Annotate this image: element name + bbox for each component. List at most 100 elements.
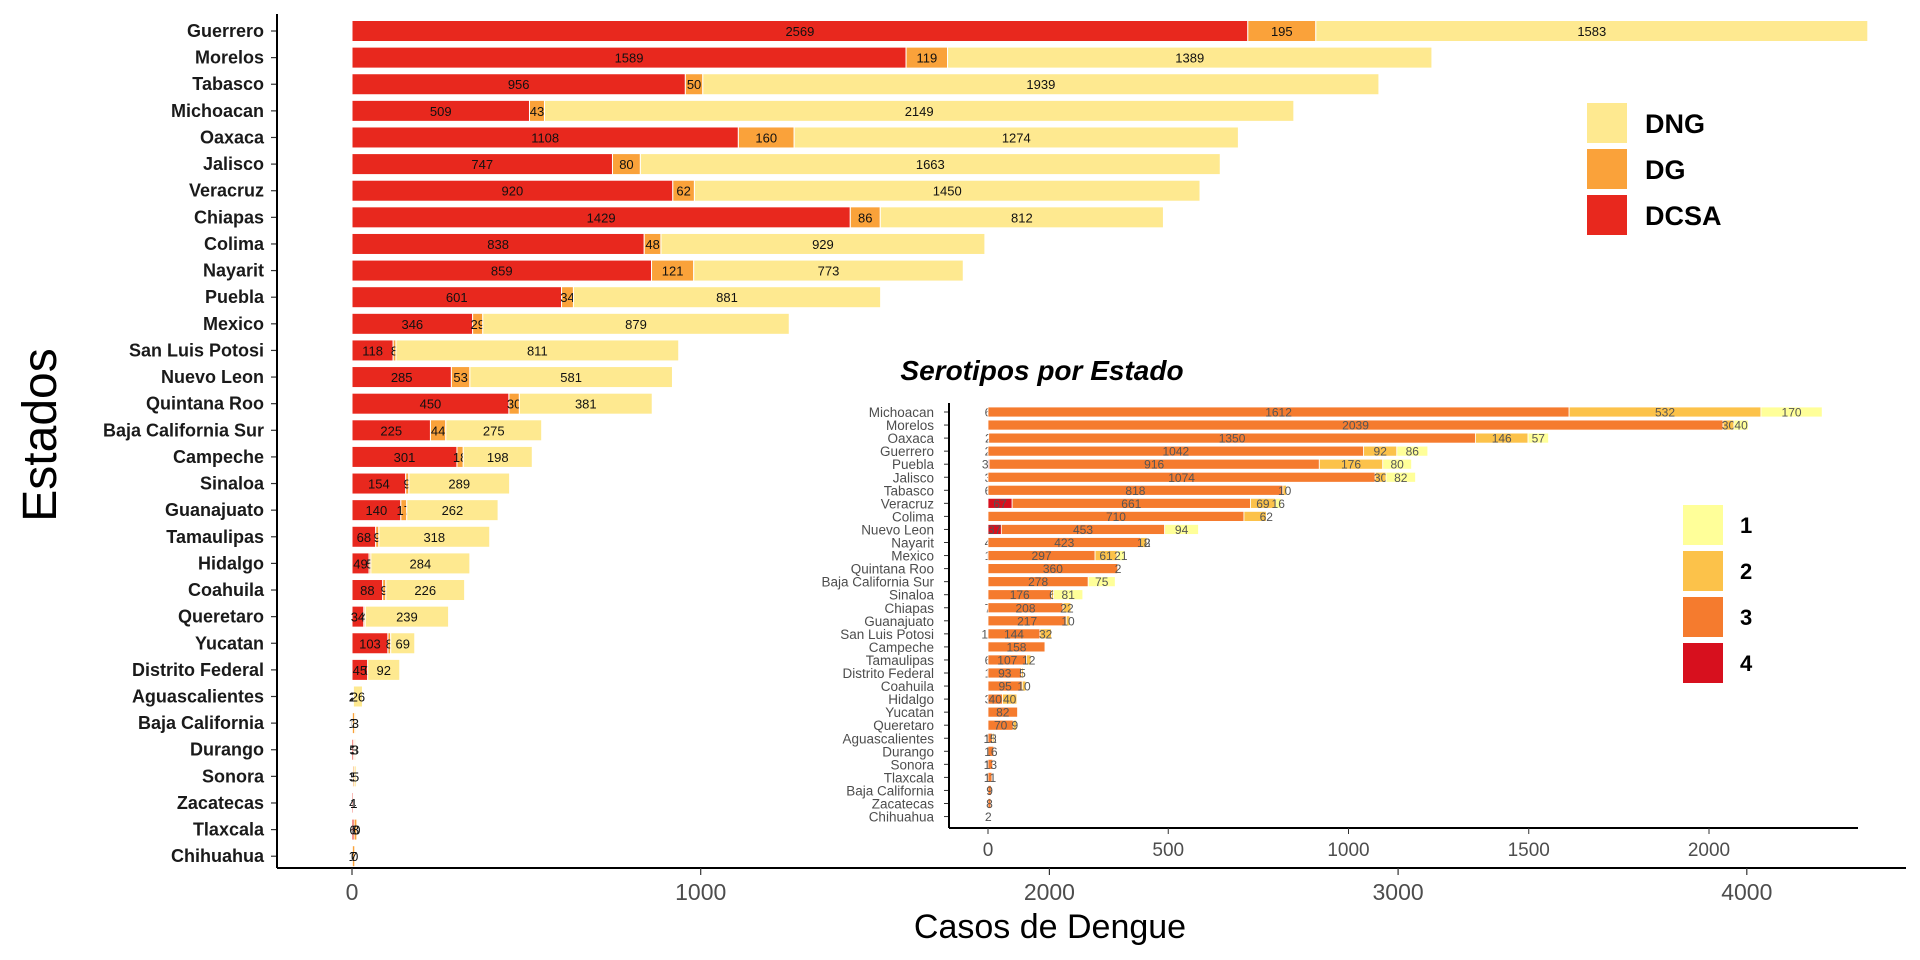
- main-value-label: 29: [470, 317, 484, 332]
- inset-value-label: 297: [1032, 549, 1052, 563]
- inset-category-label: Guanajuato: [864, 614, 934, 629]
- inset-value-label: 217: [1017, 614, 1037, 628]
- inset-value-label: 2: [985, 810, 992, 824]
- main-value-label: 103: [359, 636, 381, 651]
- inset-category-label: Sonora: [890, 757, 934, 772]
- main-category-label: Veracruz: [189, 181, 264, 201]
- main-value-label: 88: [360, 583, 374, 598]
- inset-value-label: 75: [1095, 575, 1109, 589]
- main-category-label: Aguascalientes: [132, 687, 264, 707]
- inset-value-label: 40: [1734, 419, 1748, 433]
- main-category-label: Baja California: [138, 713, 265, 733]
- main-value-label: 80: [619, 157, 633, 172]
- inset-category-label: Baja California Sur: [821, 575, 934, 590]
- main-category-label: Distrito Federal: [132, 660, 264, 680]
- inset-title: Serotipos por Estado: [900, 355, 1183, 386]
- main-value-label: 5: [366, 556, 373, 571]
- inset-category-label: Quintana Roo: [851, 562, 934, 577]
- inset-value-label: 453: [1073, 523, 1093, 537]
- inset-value-label: 92: [1374, 445, 1388, 459]
- inset-category-label: Campeche: [869, 640, 934, 655]
- main-value-label: 5: [352, 769, 359, 784]
- inset-value-label: 278: [1028, 575, 1048, 589]
- main-value-label: 3: [352, 743, 359, 758]
- main-x-tick-label: 0: [346, 879, 359, 905]
- main-value-label: 1663: [916, 157, 945, 172]
- inset-bar-serotype-1-michoacan: [1760, 406, 1823, 418]
- main-category-label: Tlaxcala: [193, 820, 265, 840]
- inset-value-label: 21: [1114, 549, 1128, 563]
- main-category-label: Guanajuato: [165, 500, 264, 520]
- inset-value-label: 176: [1010, 588, 1030, 602]
- main-category-label: Nuevo Leon: [161, 367, 264, 387]
- main-value-label: 34: [351, 610, 365, 625]
- inset-bar-serotype-3-sonora: [987, 758, 994, 770]
- main-bar-dng-distrito-federal: [367, 658, 401, 681]
- main-bar-dng-zacatecas: [353, 791, 356, 814]
- inset-value-label: 2039: [1342, 419, 1369, 433]
- main-value-label: 45: [353, 663, 367, 678]
- main-value-label: 285: [391, 370, 413, 385]
- main-category-label: Chihuahua: [171, 846, 265, 866]
- inset-legend-label-4: 4: [1740, 651, 1753, 676]
- main-bar-dng-puebla: [572, 286, 882, 309]
- main-x-tick-label: 4000: [1721, 879, 1772, 905]
- main-value-label: 140: [366, 503, 388, 518]
- inset-bar-serotype-1-sinaloa: [1053, 589, 1084, 601]
- legend-label-dng: DNG: [1645, 109, 1705, 139]
- main-x-tick-label: 1000: [675, 879, 726, 905]
- main-category-label: Morelos: [195, 48, 264, 68]
- inset-legend-key-1: [1683, 505, 1723, 545]
- main-bar-dng-tamaulipas: [378, 525, 491, 548]
- inset-value-label: 86: [1406, 445, 1420, 459]
- inset-category-label: Puebla: [892, 457, 935, 472]
- inset-category-label: Aguascalientes: [842, 731, 934, 746]
- inset-legend: 1 2 3 4: [1683, 505, 1753, 683]
- main-value-label: 198: [487, 450, 509, 465]
- main-bar-dng-hidalgo: [370, 552, 471, 575]
- inset-category-label: Oaxaca: [887, 431, 934, 446]
- inset-value-label: 9: [986, 784, 993, 798]
- main-value-label: 1274: [1002, 130, 1031, 145]
- inset-bar-serotype-3-chihuahua: [987, 811, 990, 822]
- main-value-label: 119: [916, 51, 937, 66]
- inset-category-label: Guerrero: [880, 444, 934, 459]
- inset-bar-serotype-1-mexico: [1116, 550, 1126, 561]
- main-value-label: 43: [530, 104, 544, 119]
- main-bar-dng-yucatan: [390, 632, 416, 655]
- main-value-label: 8: [391, 343, 398, 358]
- main-category-label: Guerrero: [187, 21, 264, 41]
- main-bar-dng-san-luis-potosi: [395, 339, 680, 362]
- inset-category-label: Chihuahua: [869, 810, 935, 825]
- inset-bar-serotype-1-nayarit: [1146, 537, 1149, 548]
- inset-bar-serotype-3-durango: [987, 745, 995, 757]
- inset-value-label: 158: [1006, 640, 1026, 654]
- main-value-label: 284: [409, 556, 431, 571]
- inset-value-label: 146: [1492, 432, 1512, 446]
- main-value-label: 8: [352, 823, 359, 838]
- inset-category-label: Jalisco: [893, 470, 934, 485]
- inset-value-label: 9: [1012, 719, 1019, 733]
- inset-value-label: 10: [1061, 614, 1075, 628]
- inset-value-label: 32: [1039, 627, 1053, 641]
- main-value-label: 811: [527, 343, 548, 358]
- inset-value-label: 1350: [1219, 432, 1246, 446]
- main-value-label: 1108: [531, 130, 559, 145]
- inset-bar-serotype-2-quintana-roo: [1117, 563, 1119, 574]
- main-value-label: 275: [483, 423, 505, 438]
- main-category-label: Sinaloa: [200, 474, 265, 494]
- main-category-label: Mexico: [203, 314, 264, 334]
- main-category-label: Quintana Roo: [146, 394, 264, 414]
- main-value-label: 8: [386, 636, 393, 651]
- inset-category-label: Coahuila: [881, 679, 935, 694]
- inset-value-label: 22: [1060, 601, 1074, 615]
- main-value-label: 956: [508, 77, 530, 92]
- inset-category-label: Tamaulipas: [866, 653, 935, 668]
- inset-category-label: Tlaxcala: [884, 770, 935, 785]
- inset-value-label: 16: [1272, 497, 1286, 511]
- main-value-label: 262: [442, 503, 464, 518]
- main-value-label: 7: [350, 849, 357, 864]
- inset-category-label: Veracruz: [881, 496, 935, 511]
- inset-bar-serotype-3-yucatan: [987, 706, 1018, 718]
- inset-value-label: 5: [990, 732, 997, 746]
